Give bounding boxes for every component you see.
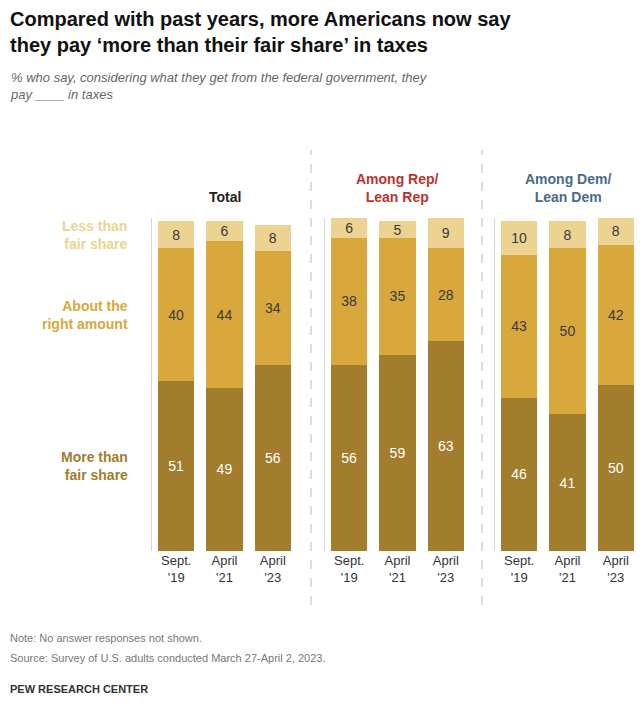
svg-text:Note: No answer responses not: Note: No answer responses not shown. <box>10 632 202 644</box>
svg-text:Sept.'19: Sept.'19 <box>504 553 534 585</box>
svg-text:Compared with past years, more: Compared with past years, more Americans… <box>10 8 511 56</box>
svg-text:41: 41 <box>560 475 576 491</box>
svg-text:About theright amount: About theright amount <box>42 298 128 332</box>
svg-text:38: 38 <box>341 293 357 309</box>
svg-text:28: 28 <box>438 287 454 303</box>
svg-text:8: 8 <box>564 227 572 243</box>
svg-text:42: 42 <box>608 307 624 323</box>
svg-text:49: 49 <box>217 461 233 477</box>
svg-text:Less thanfair share: Less thanfair share <box>62 218 128 252</box>
svg-text:Total: Total <box>209 189 241 205</box>
svg-text:35: 35 <box>390 288 406 304</box>
svg-text:43: 43 <box>511 318 527 334</box>
svg-text:April'23: April'23 <box>433 553 459 585</box>
svg-text:34: 34 <box>265 300 281 316</box>
svg-text:50: 50 <box>560 323 576 339</box>
svg-text:Among Dem/Lean Dem: Among Dem/Lean Dem <box>525 171 611 205</box>
svg-text:50: 50 <box>608 460 624 476</box>
svg-text:% who say, considering what th: % who say, considering what they get fro… <box>10 70 428 102</box>
svg-text:April'23: April'23 <box>603 553 629 585</box>
svg-text:40: 40 <box>168 307 184 323</box>
svg-text:8: 8 <box>269 230 277 246</box>
svg-text:April'21: April'21 <box>554 553 580 585</box>
svg-text:63: 63 <box>438 438 454 454</box>
svg-text:Among Rep/Lean Rep: Among Rep/Lean Rep <box>356 171 439 205</box>
svg-text:April'23: April'23 <box>260 553 286 585</box>
svg-text:8: 8 <box>612 223 620 239</box>
svg-text:Sept.'19: Sept.'19 <box>334 553 364 585</box>
svg-text:10: 10 <box>511 230 527 246</box>
svg-text:April'21: April'21 <box>384 553 410 585</box>
svg-text:59: 59 <box>390 445 406 461</box>
svg-text:5: 5 <box>394 222 402 238</box>
svg-text:Sept.'19: Sept.'19 <box>161 553 191 585</box>
svg-text:6: 6 <box>345 220 353 236</box>
svg-text:46: 46 <box>511 466 527 482</box>
svg-text:8: 8 <box>172 227 180 243</box>
svg-text:6: 6 <box>221 223 229 239</box>
svg-text:April'21: April'21 <box>211 553 237 585</box>
svg-text:More thanfair share: More thanfair share <box>61 449 128 483</box>
svg-text:56: 56 <box>265 450 281 466</box>
svg-text:44: 44 <box>217 307 233 323</box>
svg-text:56: 56 <box>341 450 357 466</box>
svg-text:PEW RESEARCH CENTER: PEW RESEARCH CENTER <box>10 683 148 695</box>
svg-text:9: 9 <box>442 225 450 241</box>
svg-text:51: 51 <box>168 458 184 474</box>
svg-text:Source: Survey of U.S. adults: Source: Survey of U.S. adults conducted … <box>10 652 326 664</box>
